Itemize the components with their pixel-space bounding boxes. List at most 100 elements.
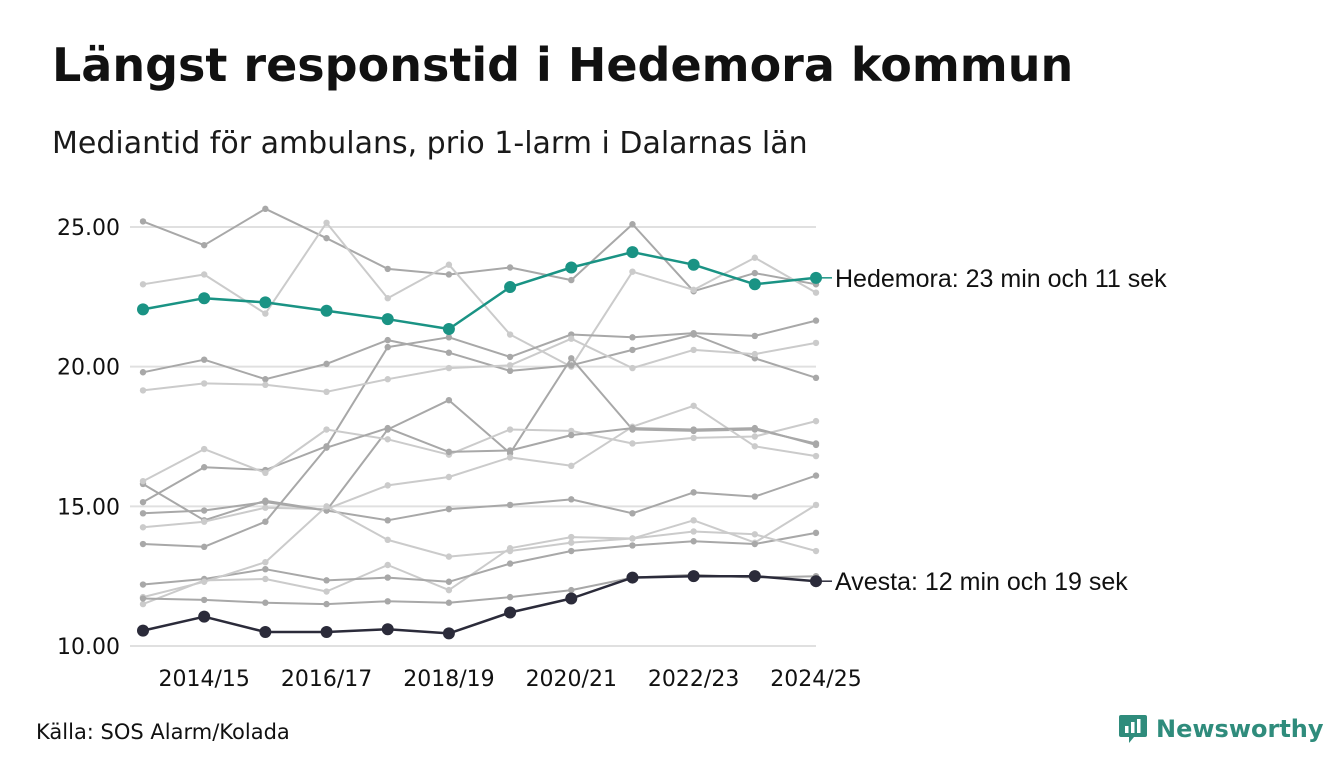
series-avesta-point: [748, 570, 761, 583]
background-series-5-point: [262, 381, 269, 389]
background-series-10-point: [445, 448, 453, 456]
background-series-14-point: [568, 586, 575, 594]
series-avesta-point: [381, 623, 394, 636]
background-series-5-point: [568, 335, 575, 342]
series-hedemora-point: [504, 281, 517, 294]
series-avesta-point: [259, 626, 272, 639]
series-hedemora-point: [381, 313, 394, 326]
background-series-12-point: [384, 574, 391, 581]
background-series-10-point: [751, 424, 759, 432]
background-series-1-point: [200, 241, 208, 249]
series-avesta-point: [626, 571, 639, 584]
background-series-9: [139, 472, 820, 524]
series-avesta-point: [442, 627, 455, 640]
background-series-3-point: [139, 369, 147, 376]
background-series-1: [139, 205, 820, 295]
background-series-5-point: [200, 380, 208, 387]
background-series-9-point: [751, 493, 759, 500]
x-tick-label: 2014/15: [158, 667, 249, 692]
y-tick-label: 10.00: [57, 635, 120, 660]
x-tick-label: 2016/17: [281, 667, 372, 692]
background-series-14-point: [200, 596, 208, 604]
background-series-3-point: [384, 336, 391, 344]
background-series-5-point: [384, 376, 391, 383]
background-series-2-point: [200, 271, 208, 278]
background-series-6-point: [568, 355, 575, 362]
background-series-7: [139, 417, 820, 485]
background-series-12-point: [506, 560, 514, 567]
axis-labels: 10.00 15.00 20.00 25.00 2014/15 2016/17 2018/1…: [57, 216, 862, 692]
series-avesta: [137, 570, 822, 640]
series-hedemora-point: [137, 303, 149, 316]
background-series-13-point: [445, 553, 453, 560]
background-series-2-point: [262, 310, 269, 317]
background-series-8-point: [384, 482, 391, 489]
background-series-4-point: [751, 332, 759, 340]
background-series-10-line: [142, 427, 817, 548]
background-series-4-point: [445, 334, 453, 341]
highlighted-series: Hedemora: 23 min och 11 sek Avesta: 12 mi…: [137, 246, 1167, 640]
background-series-11-point: [812, 501, 820, 509]
background-series-12-point: [751, 540, 759, 548]
background-series-5-line: [142, 337, 817, 393]
background-series-9-point: [200, 507, 208, 514]
background-series-9-point: [139, 510, 147, 517]
background-series-10-point: [323, 444, 330, 451]
background-series-13-point: [506, 547, 514, 555]
background-series-7-point: [384, 436, 391, 443]
background-series-12-point: [262, 565, 269, 573]
background-series-14-point: [384, 598, 391, 605]
background-series-13-point: [200, 578, 208, 585]
background-series-1-point: [629, 221, 636, 228]
background-series-5-point: [139, 387, 147, 394]
y-tick-label: 15.00: [57, 495, 120, 520]
background-series-10-point: [384, 424, 391, 432]
background-series-7-line: [142, 420, 817, 483]
background-series-5-point: [323, 388, 330, 396]
background-series-3-point: [445, 349, 453, 356]
series-avesta-point: [137, 624, 149, 637]
background-series-3-point: [629, 346, 636, 354]
background-series-10-point: [812, 441, 820, 449]
background-series-1-line: [142, 207, 817, 293]
background-series-9-point: [690, 489, 697, 496]
brand-name: Newsworthy: [1156, 715, 1324, 743]
background-series-12-line: [142, 531, 817, 586]
background-series-14-point: [262, 599, 269, 606]
background-series-11-point: [690, 517, 697, 524]
background-series-7-point: [200, 445, 208, 453]
background-series-10-point: [139, 540, 147, 548]
background-series-3-point: [262, 376, 269, 383]
background-series-13-point: [323, 503, 330, 510]
background-series-12-point: [323, 577, 330, 584]
background-series-4-point: [812, 317, 820, 324]
series-hedemora-point: [442, 322, 455, 335]
x-tick-label: 2020/21: [526, 667, 617, 692]
background-series-13-line: [142, 505, 817, 599]
series-avesta-point: [687, 570, 700, 583]
background-series-2-line: [142, 221, 817, 368]
background-series-8-point: [690, 402, 697, 409]
background-series-8-point: [445, 473, 453, 481]
background-series-12-point: [629, 542, 636, 549]
background-series-10-point: [568, 431, 575, 439]
series-hedemora: [137, 246, 822, 335]
background-series-10-point: [690, 426, 697, 433]
background-series-10-point: [629, 424, 636, 432]
series-hedemora-point: [198, 292, 211, 305]
series-hedemora-point: [687, 258, 700, 271]
background-series-11-point: [323, 588, 330, 595]
series-label-hedemora: Hedemora: 23 min och 11 sek: [835, 265, 1167, 293]
background-series-1-point: [262, 205, 269, 213]
background-series-12: [139, 529, 820, 588]
background-series-9-point: [812, 472, 820, 479]
background-series-2-point: [139, 281, 147, 288]
background-series-11-point: [568, 533, 575, 541]
background-series-3-point: [568, 362, 575, 369]
y-tick-label: 25.00: [57, 216, 120, 241]
background-series-5-point: [751, 350, 759, 358]
background-series-11-line: [142, 504, 817, 606]
x-tick-label: 2018/19: [403, 667, 494, 692]
background-series-4-point: [629, 334, 636, 341]
